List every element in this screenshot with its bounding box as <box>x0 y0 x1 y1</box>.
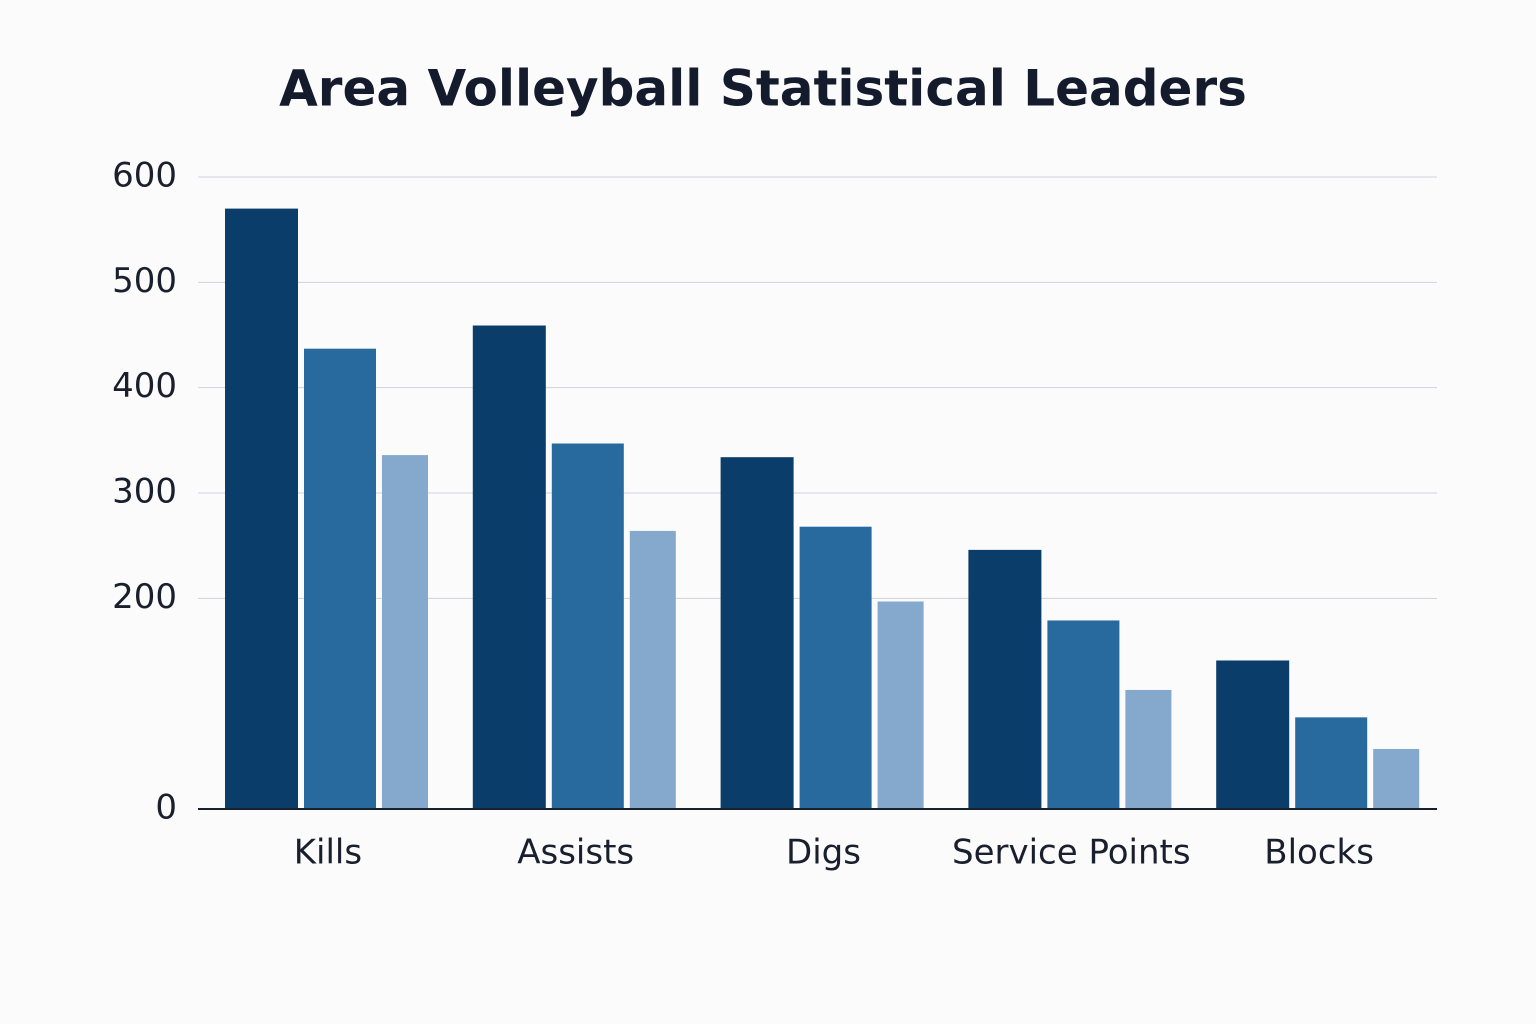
y-tick-label: 600 <box>112 156 177 196</box>
y-tick-label: 500 <box>112 261 177 301</box>
bar <box>629 530 676 809</box>
x-tick-label: Digs <box>786 833 861 873</box>
bar <box>472 325 546 809</box>
bar <box>1125 689 1172 809</box>
y-tick-label: 400 <box>112 366 177 406</box>
x-tick-label: Kills <box>294 833 362 873</box>
bar <box>304 348 376 809</box>
x-tick-label: Assists <box>517 833 634 873</box>
y-tick-label: 0 <box>155 788 177 828</box>
bar <box>968 549 1042 809</box>
y-tick-label: 300 <box>112 472 177 512</box>
chart-title: Area Volleyball Statistical Leaders <box>279 60 1247 118</box>
y-tick-label: 200 <box>112 577 177 617</box>
bar <box>799 526 872 809</box>
bar <box>1216 660 1290 809</box>
bar <box>551 443 624 809</box>
x-tick-label: Service Points <box>952 833 1191 873</box>
bar <box>1373 748 1420 809</box>
bar <box>720 457 794 809</box>
bar <box>225 208 298 810</box>
bar <box>382 455 428 809</box>
bar <box>1295 717 1368 809</box>
bar <box>877 601 924 809</box>
x-tick-label: Blocks <box>1264 833 1374 873</box>
bar <box>1047 620 1120 809</box>
